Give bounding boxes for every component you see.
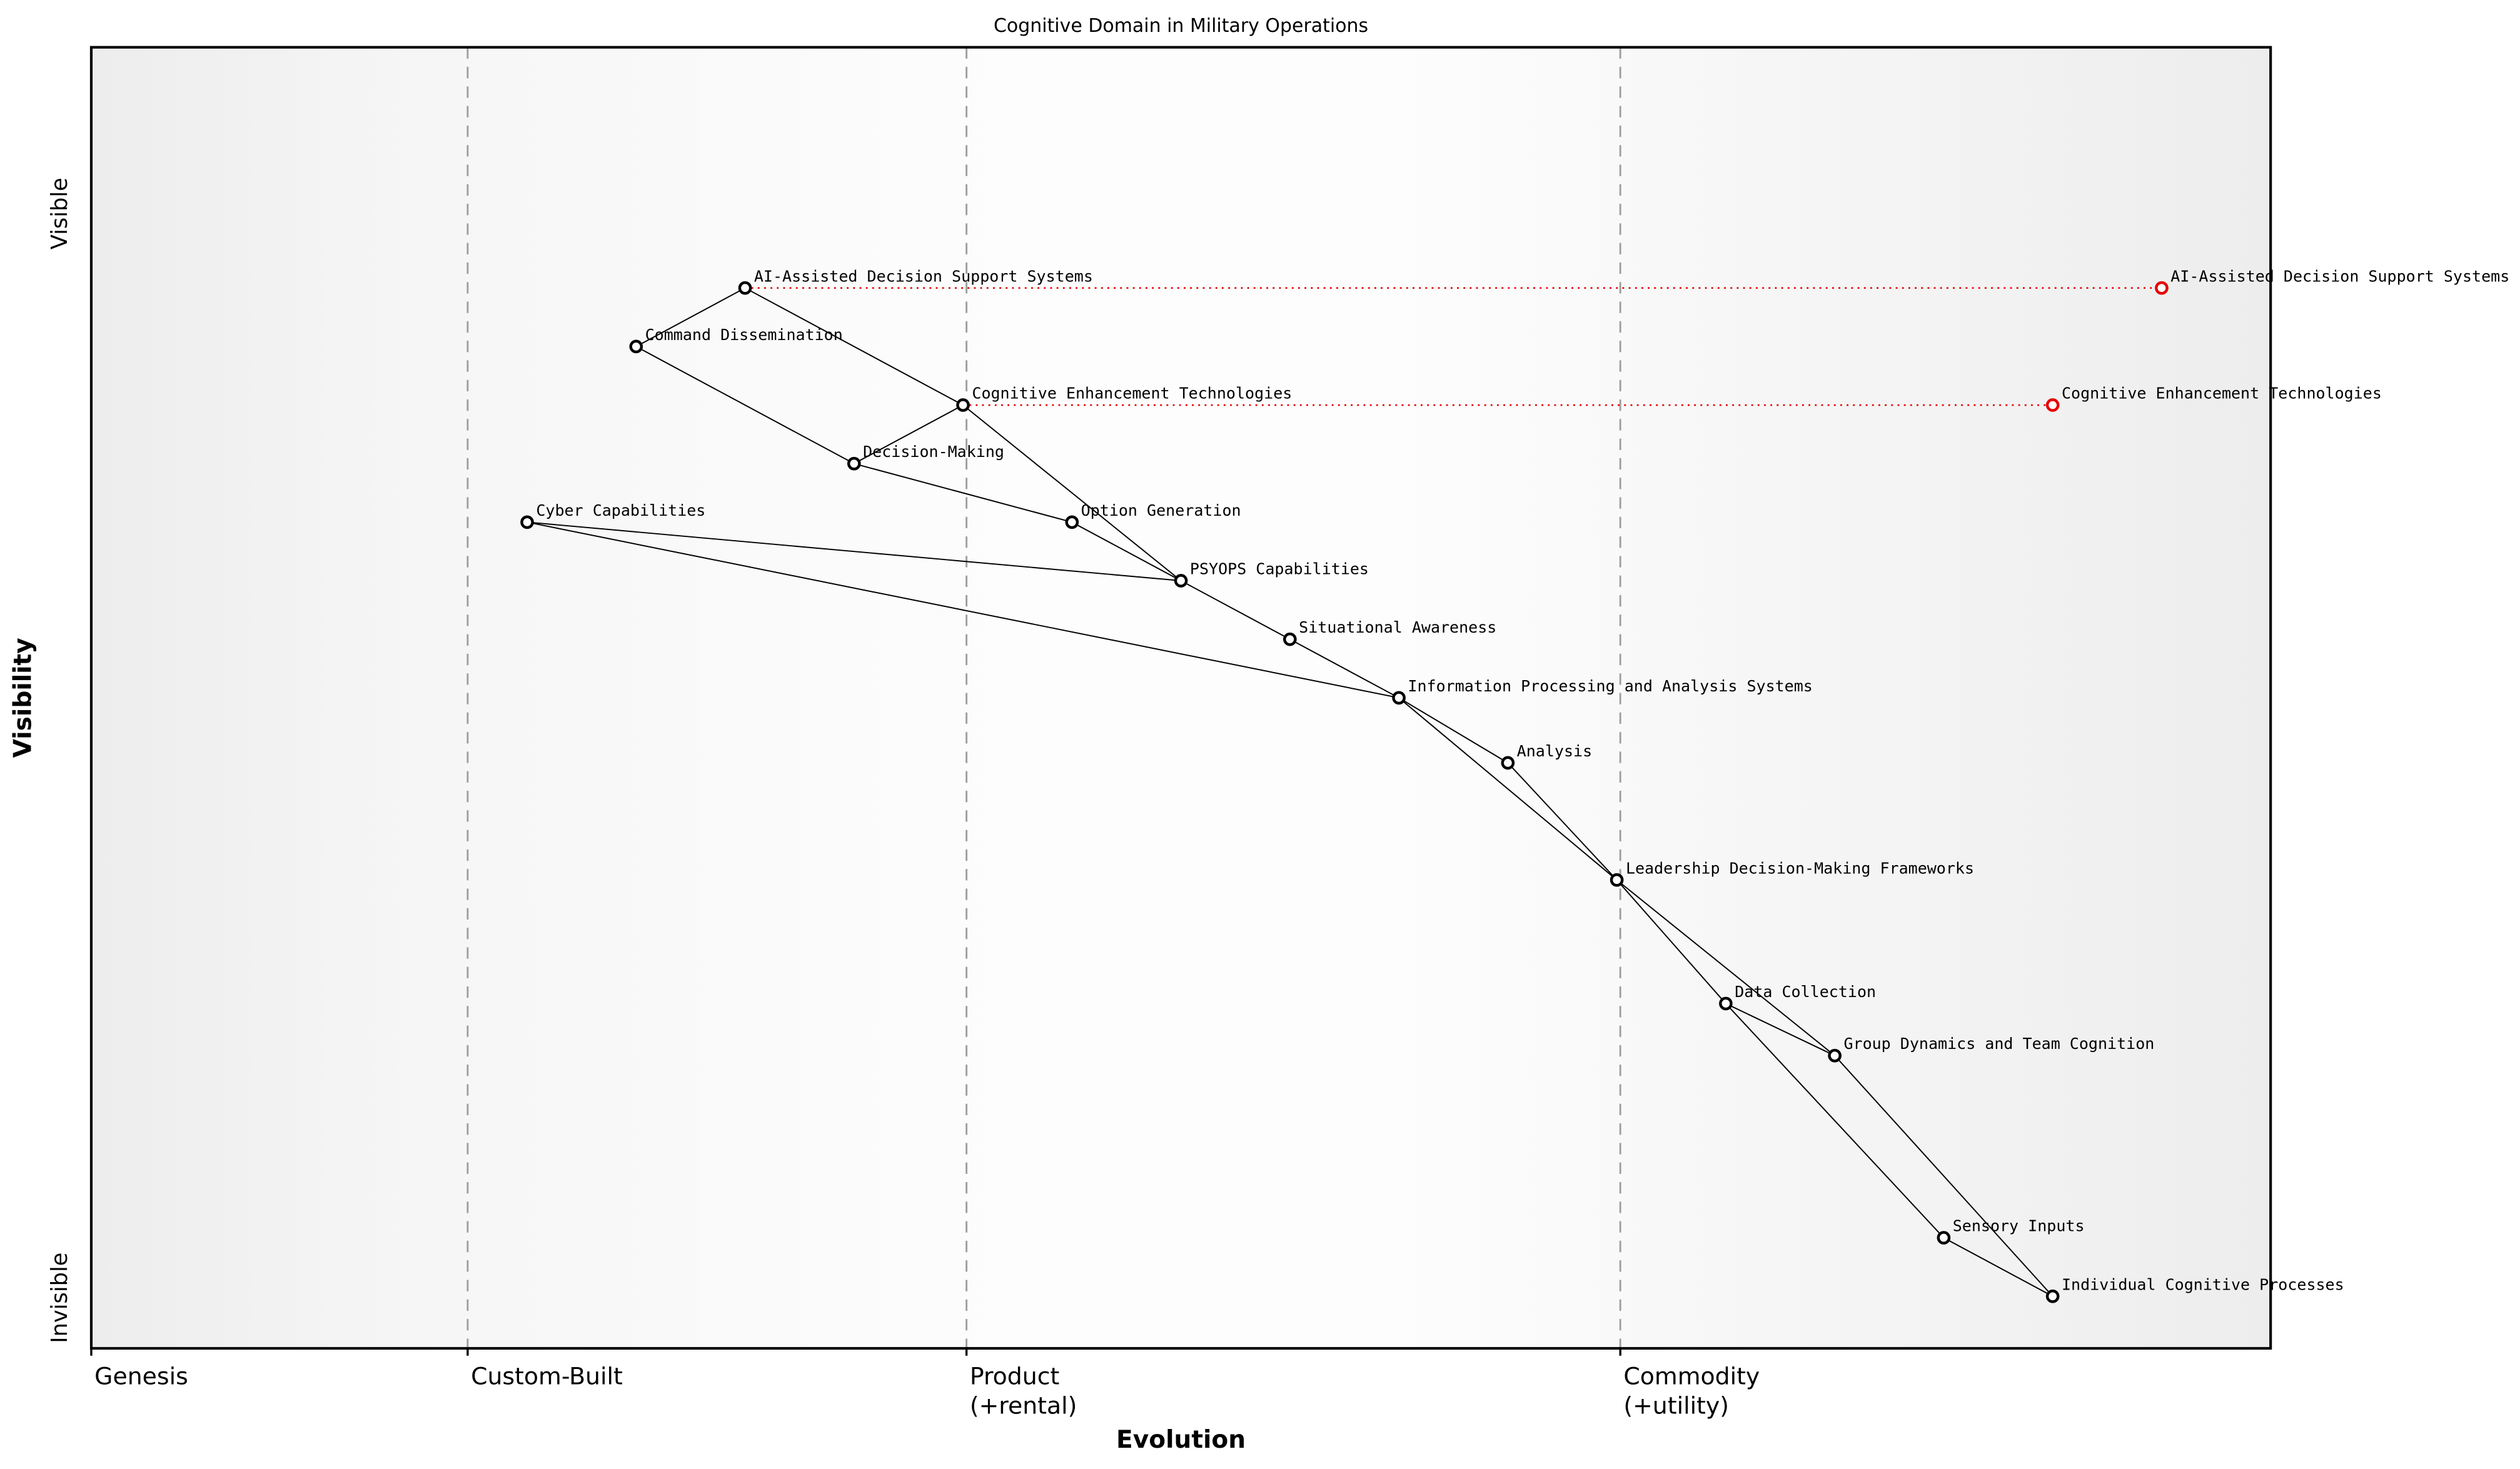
plot-border	[89, 46, 2272, 1350]
component-node-marker	[520, 515, 534, 529]
component-node-label: Leadership Decision-Making Frameworks	[1626, 859, 1974, 877]
stage-label: Custom-Built	[471, 1362, 623, 1390]
edge-line	[1834, 1055, 2054, 1297]
component-node-label: Sensory Inputs	[1953, 1217, 2085, 1235]
component-node-label: Analysis	[1517, 742, 1592, 760]
edge-line	[1507, 762, 1618, 881]
component-node-marker	[629, 339, 643, 354]
component-node-label: Option Generation	[1081, 501, 1241, 519]
edge-line	[962, 404, 1182, 581]
stage-label: Product	[970, 1362, 1059, 1390]
plot-area	[91, 47, 2271, 1348]
component-node-marker	[2045, 1289, 2060, 1303]
edge-line	[1943, 1237, 2054, 1297]
edge-line	[1398, 697, 1508, 764]
edge-line	[1071, 521, 1182, 581]
axis-ticks	[90, 1348, 1621, 1356]
edge-line	[527, 521, 1399, 699]
component-node-marker	[1501, 756, 1515, 770]
evolved-node-marker	[2155, 281, 2169, 295]
edge-line	[635, 346, 855, 464]
component-node-marker	[1392, 691, 1406, 705]
component-node-marker	[1174, 574, 1188, 588]
edge-line	[854, 404, 964, 464]
edge-line	[635, 287, 745, 348]
component-node-marker	[956, 398, 970, 412]
edge-line	[1616, 880, 1726, 1005]
component-node-marker	[847, 456, 861, 471]
edge-line	[527, 521, 1181, 581]
component-node-label: Data Collection	[1735, 983, 1876, 1001]
edge-line	[1616, 879, 1835, 1056]
evolved-node-label: AI-Assisted Decision Support Systems	[2170, 267, 2509, 285]
x-axis-label: Evolution	[1116, 1426, 1246, 1454]
edge-line	[1725, 1003, 1945, 1238]
component-links	[527, 287, 2054, 1297]
evolved-node-label: Cognitive Enhancement Technologies	[2062, 384, 2382, 403]
component-node-label: Cognitive Enhancement Technologies	[972, 384, 1292, 403]
component-node-label: Cyber Capabilities	[536, 501, 705, 519]
edge-line	[1398, 697, 1618, 881]
evolved-node-marker	[2045, 398, 2060, 412]
stage-labels: Genesis Custom-Built Product(+rental) Commo…	[94, 1362, 1760, 1419]
stage-sublabel: (+rental)	[970, 1391, 1077, 1419]
component-node-marker	[1828, 1048, 1842, 1063]
component-node-marker	[738, 281, 752, 295]
stage-sublabel: (+utility)	[1623, 1391, 1729, 1419]
component-node-label: Group Dynamics and Team Cognition	[1843, 1035, 2154, 1053]
edge-line	[1289, 638, 1399, 699]
evolution-links	[745, 287, 2162, 406]
component-node-label: Decision-Making	[863, 443, 1004, 461]
edge-line	[1725, 1003, 1835, 1056]
component-node-label: AI-Assisted Decision Support Systems	[754, 267, 1093, 285]
component-node-label: Individual Cognitive Processes	[2062, 1275, 2344, 1293]
y-axis-top-label: Visible	[47, 178, 73, 249]
stage-label: Commodity	[1623, 1362, 1760, 1390]
edge-line	[1181, 580, 1291, 640]
edge-line	[854, 463, 1072, 523]
component-node-marker	[1610, 873, 1624, 887]
component-node-label: Situational Awareness	[1299, 618, 1496, 636]
stage-gridlines	[466, 47, 1621, 1348]
component-markers	[520, 281, 2169, 1303]
component-node-marker	[1937, 1231, 1951, 1245]
y-axis-bottom-label: Invisible	[47, 1253, 73, 1343]
component-node-marker	[1283, 632, 1297, 646]
component-node-marker	[1065, 515, 1079, 529]
y-axis-label: Visibility	[9, 638, 38, 758]
component-node-label: PSYOPS Capabilities	[1190, 560, 1369, 578]
component-node-label: Information Processing and Analysis Syst…	[1408, 677, 1812, 695]
component-node-marker	[1719, 996, 1733, 1011]
component-node-label: Command Dissemination	[645, 326, 843, 344]
stage-label: Genesis	[94, 1362, 188, 1390]
chart-title: Cognitive Domain in Military Operations	[994, 15, 1368, 37]
component-labels: Cyber Capabilities Command Dissemination A…	[536, 267, 2509, 1293]
edge-line	[745, 287, 964, 406]
